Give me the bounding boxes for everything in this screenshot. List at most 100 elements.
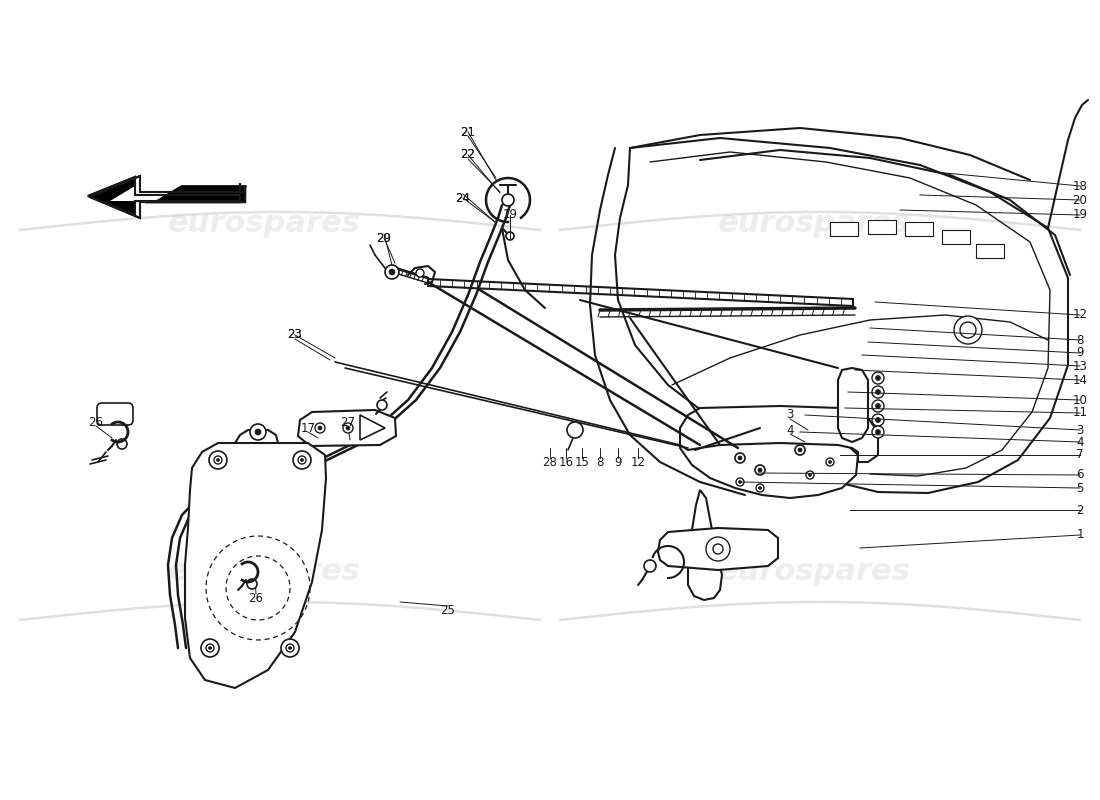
Text: 6: 6 (1076, 469, 1084, 482)
Circle shape (206, 644, 214, 652)
Text: eurospares: eurospares (167, 558, 361, 586)
Text: 27: 27 (341, 415, 355, 429)
Text: 19: 19 (1072, 209, 1088, 222)
Polygon shape (658, 528, 778, 570)
Text: 3: 3 (1076, 423, 1084, 437)
Circle shape (808, 474, 812, 477)
Circle shape (872, 426, 884, 438)
Circle shape (506, 232, 514, 240)
Circle shape (286, 644, 294, 652)
Text: 16: 16 (559, 455, 573, 469)
Text: 25: 25 (441, 603, 455, 617)
Polygon shape (688, 490, 722, 600)
Text: 21: 21 (461, 126, 475, 138)
Circle shape (738, 481, 741, 483)
Text: eurospares: eurospares (717, 210, 911, 238)
Circle shape (713, 544, 723, 554)
Circle shape (416, 269, 424, 277)
Circle shape (201, 639, 219, 657)
Circle shape (736, 478, 744, 486)
Circle shape (795, 445, 805, 455)
Polygon shape (680, 428, 858, 498)
Circle shape (798, 448, 802, 452)
Circle shape (735, 453, 745, 463)
Text: 14: 14 (1072, 374, 1088, 386)
Polygon shape (90, 176, 245, 218)
Text: 22: 22 (461, 149, 475, 162)
Text: 26: 26 (249, 591, 264, 605)
Polygon shape (680, 406, 878, 462)
Text: 15: 15 (574, 455, 590, 469)
Circle shape (346, 426, 350, 430)
Text: 17: 17 (300, 422, 316, 434)
Circle shape (389, 269, 395, 275)
Circle shape (872, 414, 884, 426)
Circle shape (318, 426, 322, 430)
Text: eurospares: eurospares (167, 210, 361, 238)
Circle shape (876, 418, 880, 422)
Text: 9: 9 (1076, 346, 1084, 359)
Text: 9: 9 (614, 455, 622, 469)
Circle shape (255, 429, 261, 435)
Circle shape (566, 422, 583, 438)
Circle shape (876, 403, 880, 409)
Text: 2: 2 (1076, 503, 1084, 517)
Bar (942, 230, 970, 244)
Text: 7: 7 (1076, 449, 1084, 462)
Circle shape (960, 322, 976, 338)
Text: 18: 18 (1072, 179, 1088, 193)
Text: 3: 3 (786, 409, 794, 422)
Circle shape (117, 439, 126, 449)
Circle shape (828, 461, 832, 463)
Circle shape (758, 468, 762, 472)
Circle shape (300, 458, 304, 462)
Text: 12: 12 (1072, 309, 1088, 322)
Text: 26: 26 (88, 415, 103, 429)
Text: 23: 23 (287, 329, 303, 342)
Text: 22: 22 (461, 149, 475, 162)
Text: 19: 19 (503, 209, 517, 222)
Circle shape (872, 386, 884, 398)
Circle shape (343, 423, 353, 433)
Circle shape (502, 194, 514, 206)
Text: 20: 20 (1072, 194, 1088, 206)
Circle shape (872, 400, 884, 412)
Circle shape (298, 456, 306, 464)
Circle shape (872, 372, 884, 384)
Circle shape (706, 537, 730, 561)
Circle shape (209, 451, 227, 469)
Circle shape (315, 423, 324, 433)
Circle shape (806, 471, 814, 479)
Text: 29: 29 (376, 231, 392, 245)
Circle shape (214, 456, 222, 464)
Text: 29: 29 (376, 231, 392, 245)
Polygon shape (298, 410, 396, 446)
FancyBboxPatch shape (97, 403, 133, 425)
Polygon shape (185, 443, 326, 688)
Text: 11: 11 (1072, 406, 1088, 419)
Polygon shape (360, 415, 385, 440)
Circle shape (248, 579, 257, 589)
Polygon shape (88, 177, 240, 215)
Circle shape (209, 646, 211, 650)
Text: 24: 24 (455, 191, 471, 205)
Bar (830, 222, 858, 236)
Circle shape (217, 458, 220, 462)
Bar (905, 222, 933, 236)
Circle shape (876, 430, 880, 434)
Circle shape (826, 458, 834, 466)
Circle shape (385, 265, 399, 279)
Text: 13: 13 (1072, 359, 1088, 373)
Text: 1: 1 (1076, 529, 1084, 542)
Circle shape (756, 484, 764, 492)
Text: 28: 28 (542, 455, 558, 469)
Text: 12: 12 (630, 455, 646, 469)
Text: 23: 23 (287, 329, 303, 342)
Text: 24: 24 (455, 191, 471, 205)
Circle shape (759, 486, 761, 490)
Circle shape (954, 316, 982, 344)
Text: eurospares: eurospares (717, 558, 911, 586)
Circle shape (280, 639, 299, 657)
Circle shape (755, 465, 764, 475)
Text: 8: 8 (596, 455, 604, 469)
